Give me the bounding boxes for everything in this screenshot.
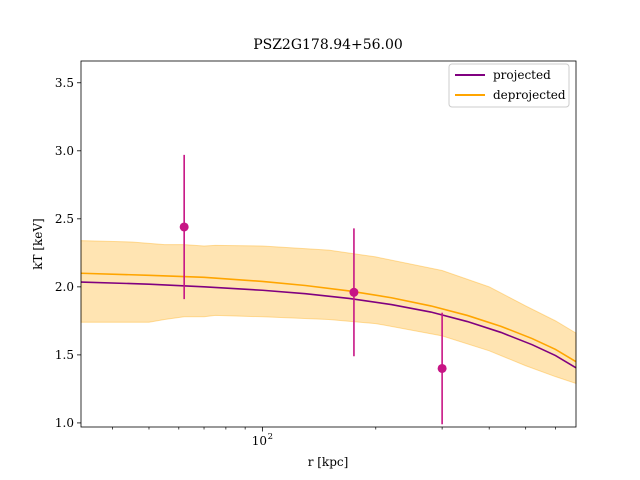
data-point-layer: [179, 154, 447, 425]
chart-title: PSZ2G178.94+56.00: [253, 37, 403, 53]
x-axis-label: r [kpc]: [308, 455, 349, 469]
y-axis: 1.0 1.5 2.0 2.5 3.0 3.5: [55, 76, 81, 430]
y-tick-label-1.0: 1.0: [55, 416, 74, 430]
uncertainty-band-layer: [80, 240, 577, 385]
plot-area: [80, 60, 577, 428]
uncertainty-band-deprojected: [80, 240, 577, 385]
axes-frame: [80, 60, 577, 428]
series-line-deprojected: [80, 272, 577, 363]
legend-label-deprojected: deprojected: [493, 88, 566, 102]
x-tick-label-100: 10: [252, 434, 267, 448]
data-point-1: [179, 222, 189, 232]
x-tick-label-exponent: 2: [268, 432, 273, 442]
series-line-projected: [80, 281, 577, 369]
y-tick-label-3.0: 3.0: [55, 144, 74, 158]
series-line-layer: [80, 272, 577, 369]
legend-label-projected: projected: [493, 68, 551, 82]
legend: projected deprojected: [448, 63, 570, 108]
y-tick-label-2.5: 2.5: [55, 212, 74, 226]
y-tick-label-2.0: 2.0: [55, 280, 74, 294]
data-point-2: [349, 287, 359, 297]
y-tick-label-3.5: 3.5: [55, 76, 74, 90]
x-axis: 10 2: [112, 427, 556, 448]
y-tick-label-1.5: 1.5: [55, 348, 74, 362]
data-point-3: [437, 363, 447, 373]
y-axis-label: kT [keV]: [31, 218, 45, 270]
